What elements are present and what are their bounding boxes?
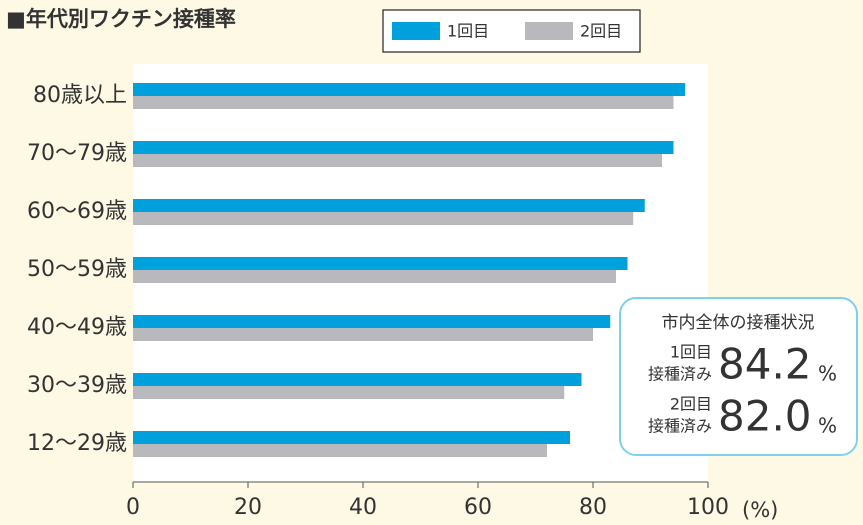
bar [133, 199, 645, 212]
summary-label: 2回目 [670, 395, 712, 414]
x-tick-label: 0 [126, 495, 140, 520]
y-tick-label: 40〜49歳 [27, 315, 127, 340]
legend-label: 1回目 [447, 22, 489, 41]
bar [133, 154, 662, 167]
bar [133, 444, 547, 457]
summary-title: 市内全体の接種状況 [662, 313, 815, 333]
bar [133, 212, 634, 225]
x-tick-label: 80 [579, 495, 607, 520]
summary-value: 84.2 [718, 340, 812, 389]
x-axis-label: (%) [742, 498, 778, 522]
y-tick-label: 30〜39歳 [27, 373, 127, 398]
x-tick-label: 40 [349, 495, 377, 520]
y-tick-label: 80歳以上 [33, 83, 127, 108]
summary-unit: % [818, 362, 837, 386]
bar [133, 386, 565, 399]
summary-unit: % [818, 414, 837, 438]
summary-box [619, 297, 858, 456]
x-tick-label: 60 [464, 495, 492, 520]
x-tick-label: 100 [687, 495, 729, 520]
summary-sublabel: 接種済み [648, 365, 712, 384]
bar [133, 328, 593, 341]
chart-title: ■年代別ワクチン接種率 [6, 7, 236, 31]
summary-sublabel: 接種済み [648, 417, 712, 436]
bar [133, 270, 616, 283]
x-tick-label: 20 [234, 495, 262, 520]
bar [133, 141, 674, 154]
y-tick-label: 60〜69歳 [27, 199, 127, 224]
legend-swatch [392, 22, 440, 40]
bar [133, 83, 685, 96]
summary-label: 1回目 [670, 343, 712, 362]
bar [133, 431, 570, 444]
bar [133, 315, 611, 328]
bar [133, 373, 582, 386]
bar [133, 257, 628, 270]
y-tick-label: 12〜29歳 [27, 431, 127, 456]
legend-label: 2回目 [580, 22, 622, 41]
y-tick-label: 70〜79歳 [27, 141, 127, 166]
bar [133, 96, 674, 109]
summary-value: 82.0 [718, 392, 812, 441]
y-tick-label: 50〜59歳 [27, 257, 127, 282]
legend-swatch [525, 22, 573, 40]
